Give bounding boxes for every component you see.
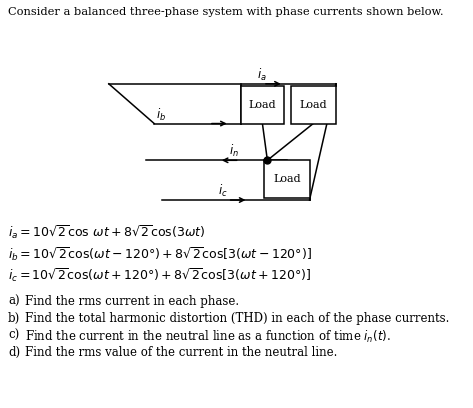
Text: Consider a balanced three-phase system with phase currents shown below.: Consider a balanced three-phase system w…	[8, 7, 444, 18]
Text: Load: Load	[299, 100, 327, 110]
Text: Find the total harmonic distortion (THD) in each of the phase currents.: Find the total harmonic distortion (THD)…	[25, 312, 449, 325]
Text: b): b)	[8, 312, 20, 325]
Text: Load: Load	[273, 174, 301, 184]
Text: d): d)	[8, 346, 20, 359]
Text: Load: Load	[249, 100, 276, 110]
Text: $i_c$: $i_c$	[218, 183, 228, 199]
Text: $i_b$: $i_b$	[156, 106, 166, 123]
Text: $i_c = 10\sqrt{2}\cos(\omega t + 120°) + 8\sqrt{2}\cos[3(\omega t + 120°)]$: $i_c = 10\sqrt{2}\cos(\omega t + 120°) +…	[8, 266, 311, 284]
Text: $i_n$: $i_n$	[229, 143, 239, 160]
Text: a): a)	[8, 295, 19, 308]
Text: $i_b = 10\sqrt{2}\cos(\omega t - 120°) + 8\sqrt{2}\cos[3(\omega t - 120°)]$: $i_b = 10\sqrt{2}\cos(\omega t - 120°) +…	[8, 245, 312, 263]
Bar	[264, 160, 309, 198]
Text: c): c)	[8, 329, 19, 342]
Bar	[290, 86, 336, 124]
Text: Find the rms current in each phase.: Find the rms current in each phase.	[25, 295, 239, 308]
Text: Find the rms value of the current in the neutral line.: Find the rms value of the current in the…	[25, 346, 337, 359]
Text: $i_a$: $i_a$	[257, 67, 267, 83]
Text: Find the current in the neutral line as a function of time $i_n(t)$.: Find the current in the neutral line as …	[25, 329, 390, 345]
Text: $i_a = 10\sqrt{2}\cos\,\omega t + 8\sqrt{2}\cos(3\omega t)$: $i_a = 10\sqrt{2}\cos\,\omega t + 8\sqrt…	[8, 223, 205, 241]
Bar	[241, 86, 284, 124]
